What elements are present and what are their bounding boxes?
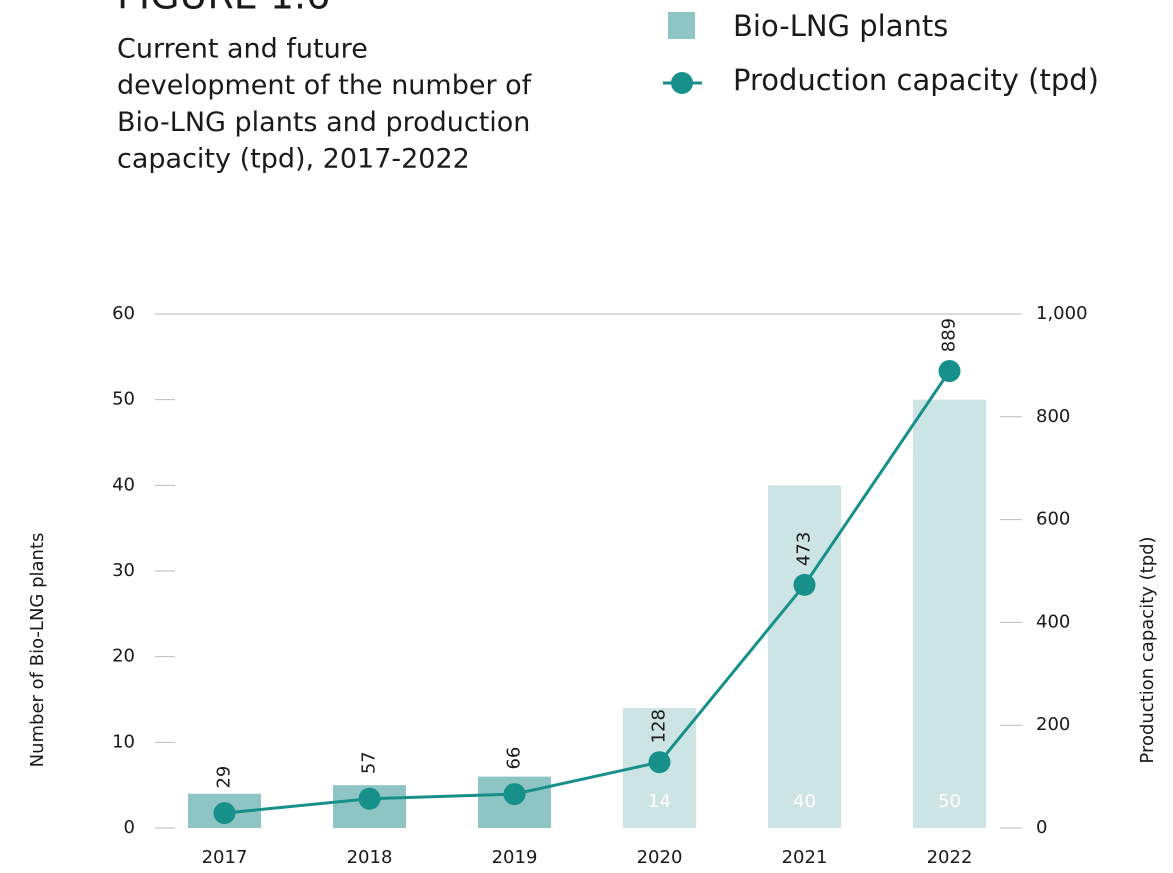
y-axis-label: Number of Bio-LNG plants [27,533,48,768]
line-point [213,802,236,825]
chart-subtitle: capacity (tpd), 2017-2022 [117,144,470,175]
chart-subtitle: development of the number of [117,70,533,101]
y-tick-label: 0 [124,817,135,838]
line [224,370,951,815]
y2-tick-label: 400 [1036,611,1070,632]
y-tick-label: 50 [112,389,135,410]
y2-tick-label: 200 [1036,714,1070,735]
line-value-label: 128 [649,709,670,743]
chart-title: FIGURE 1.6 [117,0,330,18]
line-value-label: 57 [359,751,380,774]
x-tick-label: 2018 [347,847,393,868]
y-tick-label: 40 [112,474,135,495]
line-point [793,573,816,596]
x-tick-label: 2017 [202,847,248,868]
y-tick-label: 60 [112,303,135,324]
line-point [648,751,671,774]
line-point [938,360,961,383]
x-tick-label: 2022 [927,847,973,868]
legend-swatch [668,12,695,39]
line-value-label: 29 [214,766,235,789]
line-value-label: 66 [504,747,525,770]
legend-label: Production capacity (tpd) [733,63,1099,97]
y-tick-label: 10 [112,731,135,752]
y-tick-label: 20 [112,646,135,667]
y-tick-label: 30 [112,560,135,581]
y2-axis-label: Production capacity (tpd) [1137,536,1158,763]
y2-tick-label: 1,000 [1036,303,1088,324]
bar [913,399,986,828]
line-value-label: 473 [794,532,815,566]
y2-tick-label: 600 [1036,509,1070,530]
chart-subtitle: Current and future [117,34,368,65]
bar [768,485,841,828]
line-point [358,787,381,810]
y2-tick-label: 800 [1036,406,1070,427]
bar-value-label: 50 [938,791,961,812]
x-tick-label: 2020 [637,847,683,868]
line-point [503,783,526,806]
legend-label: Bio-LNG plants [733,9,948,43]
x-tick-label: 2021 [782,847,828,868]
bar-value-label: 14 [648,791,671,812]
y2-tick-label: 0 [1036,817,1047,838]
bar-value-label: 40 [793,791,816,812]
chart-subtitle: Bio-LNG plants and production [117,107,530,138]
x-tick-label: 2019 [492,847,538,868]
legend-marker [671,72,693,94]
line-value-label: 889 [939,318,960,352]
